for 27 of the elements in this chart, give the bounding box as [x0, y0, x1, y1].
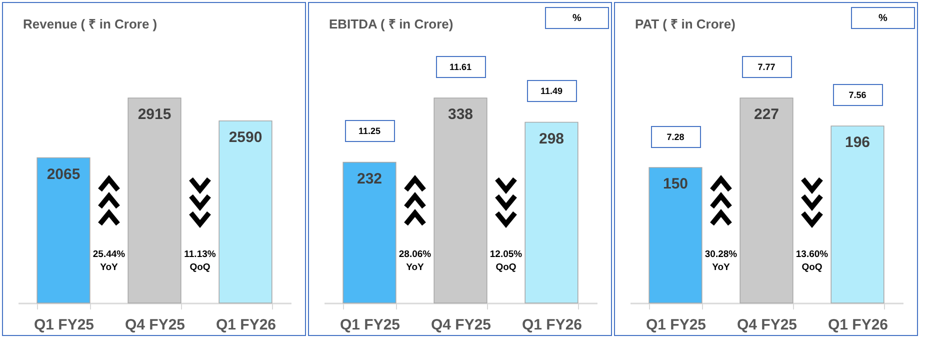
annotation: 12.05% QoQ	[488, 248, 524, 274]
x-tick-label: Q1 FY25	[340, 316, 400, 334]
x-tick-label: Q1 FY25	[34, 316, 94, 334]
annotation: 13.60% QoQ	[794, 248, 830, 274]
data-label: 150	[662, 176, 688, 193]
annotation: 11.13% QoQ	[183, 248, 217, 274]
annotation: 25.44% YoY	[92, 248, 126, 274]
x-tick-label: Q1 FY26	[522, 316, 582, 334]
chart-title: Revenue ( ₹ in Crore )	[23, 16, 158, 32]
x-tick-label: Q1 FY26	[216, 316, 276, 334]
data-label: 2915	[138, 106, 172, 123]
data-label: 232	[356, 170, 382, 188]
x-tick-label: Q1 FY25	[646, 316, 706, 334]
annotation: 28.06% YoY	[398, 248, 432, 274]
data-label: 2590	[228, 128, 262, 146]
x-tick-label: Q4 FY25	[124, 316, 186, 334]
x-tick-label: Q4 FY25	[430, 316, 492, 334]
data-label: 196	[844, 134, 870, 151]
x-tick-label: Q4 FY25	[736, 316, 798, 334]
data-label: 2065	[46, 166, 80, 183]
data-label: 338	[448, 106, 474, 123]
annotation: 30.28% YoY	[704, 248, 738, 274]
data-label: 227	[754, 106, 780, 123]
chart-title: PAT ( ₹ in Crore)	[635, 16, 736, 32]
data-label: 298	[538, 130, 564, 148]
chart-title: EBITDA ( ₹ in Crore)	[329, 16, 454, 32]
x-tick-label: Q1 FY26	[828, 316, 888, 334]
